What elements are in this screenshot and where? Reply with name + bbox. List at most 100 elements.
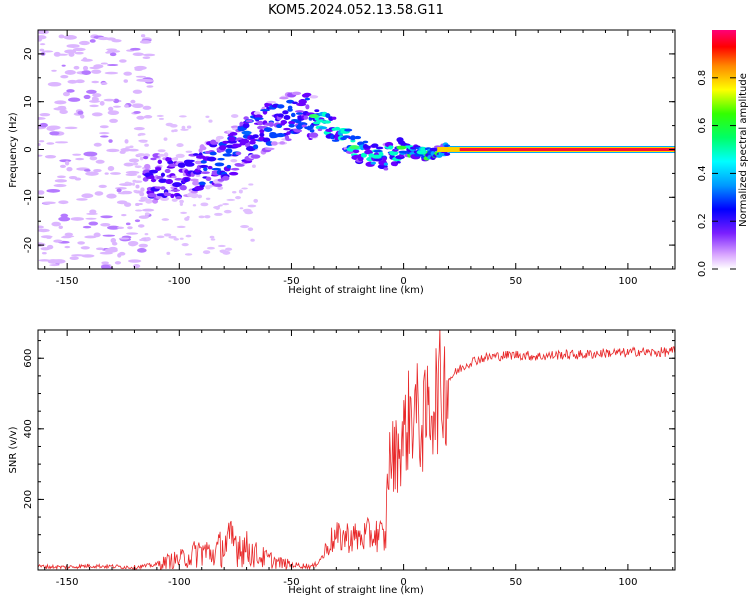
- spectrogram-noise-blob: [107, 165, 115, 171]
- colorbar-tick-label: 0.4: [697, 165, 708, 181]
- colorbar-ticks: 0.0 0.2 0.4 0.6 0.8: [697, 70, 736, 277]
- spectrogram-ridge-blob: [305, 104, 310, 110]
- spectrogram-ridge-blob: [291, 101, 298, 105]
- spectrogram-noise-blob: [134, 68, 143, 71]
- spectrogram-ridge-blob: [227, 139, 237, 144]
- spectrogram-noise-blob: [205, 115, 210, 118]
- spectrogram-ridge-blob: [325, 113, 331, 119]
- spectrogram-ridge-blob: [222, 175, 230, 181]
- spectrogram-ridge-blob: [314, 109, 320, 113]
- snr-x-label: Height of straight line (km): [288, 585, 424, 596]
- spectrogram-ridge-blob: [205, 176, 212, 182]
- spectrogram-xtick-label: 0: [400, 276, 406, 287]
- spectrogram-noise-blob: [185, 150, 193, 153]
- spectrogram-noise-blob: [240, 224, 250, 229]
- spectrogram-ridge-blob: [334, 126, 341, 131]
- spectrogram-noise-blob: [128, 148, 139, 152]
- spectrogram-noise-blob: [157, 149, 166, 153]
- colorbar-tick-label: 0.2: [697, 213, 708, 229]
- spectrogram-noise-blob: [89, 156, 98, 161]
- spectrogram-noise-blob: [114, 261, 122, 265]
- spectrogram-noise-blob: [39, 112, 51, 117]
- spectrogram-noise-blob: [135, 209, 143, 212]
- spectrogram-ridge-blob: [249, 140, 256, 145]
- spectrogram-noise-blob: [128, 259, 142, 263]
- spectrogram-noise-blob: [38, 225, 44, 229]
- spectrogram-noise-blob: [111, 241, 118, 246]
- spectrogram-ridge-blob: [159, 196, 170, 202]
- spectrogram-noise-blob: [219, 204, 223, 207]
- spectrogram-noise-blob: [100, 62, 108, 65]
- spectrogram-ridge-blob: [309, 132, 319, 138]
- spectrogram-ridge-blob: [313, 121, 321, 125]
- spectrogram-noise-blob: [56, 53, 69, 56]
- spectrogram-ridge-blob: [147, 193, 157, 198]
- spectrogram-noise-blob: [89, 209, 97, 215]
- spectrogram-ridge-blob: [158, 178, 168, 183]
- spectrogram-noise-blob: [131, 182, 136, 186]
- spectrogram-noise-blob: [101, 261, 109, 265]
- spectrogram-ridge-blob: [349, 135, 356, 141]
- spectrogram-noise-blob: [232, 191, 237, 194]
- spectrogram-noise-blob: [38, 242, 46, 247]
- spectrogram-noise-blob: [47, 259, 60, 264]
- spectrogram-noise-blob: [99, 100, 105, 106]
- spectrogram-noise-blob: [39, 122, 48, 128]
- spectrogram-noise-blob: [59, 109, 68, 114]
- spectrogram-noise-blob: [140, 34, 146, 38]
- spectrogram-noise-blob: [106, 148, 120, 153]
- spectrogram-ridge-blob: [215, 137, 221, 143]
- spectrogram-ridge-blob: [156, 175, 164, 180]
- spectrogram-noise-blob: [67, 79, 78, 84]
- colorbar-tick-label: 0.6: [697, 118, 708, 134]
- spectrogram-ridge-blob: [352, 149, 360, 154]
- spectrogram-noise-blob: [107, 225, 120, 230]
- spectrogram-noise-blob: [106, 37, 116, 41]
- spectrogram-noise-blob: [89, 39, 96, 43]
- spectrogram-noise-blob: [59, 159, 72, 163]
- spectrogram-ridge-blob: [260, 108, 270, 112]
- spectrogram-noise-blob: [223, 209, 232, 214]
- spectrogram-noise-blob: [208, 119, 213, 123]
- spectrogram-ridge-blob: [283, 127, 291, 131]
- snr-xtick-label: -100: [168, 577, 191, 588]
- spectrogram-noise-blob: [89, 66, 101, 70]
- spectrogram-ridge-blob: [171, 175, 177, 179]
- spectrogram-ridge-blob: [295, 112, 304, 115]
- spectrogram-carrier-line: [459, 148, 675, 151]
- spectrogram-ridge-blob: [175, 196, 182, 200]
- spectrogram-noise-blob: [103, 98, 115, 102]
- spectrogram-noise-blob: [40, 235, 53, 239]
- spectrogram-noise-blob: [144, 212, 150, 216]
- spectrogram-ridge-blob: [344, 128, 353, 132]
- spectrogram-noise-blob: [133, 189, 138, 193]
- spectrogram-noise-blob: [137, 175, 142, 179]
- spectrogram-noise-blob: [144, 143, 149, 147]
- spectrogram-noise-blob: [95, 159, 105, 164]
- spectrogram-noise-blob: [98, 132, 110, 135]
- spectrogram-peak-blob: [349, 145, 360, 150]
- spectrogram-ridge-blob: [149, 169, 159, 174]
- spectrogram-noise-blob: [138, 215, 150, 219]
- spectrogram-noise-blob: [198, 215, 205, 219]
- spectrogram-noise-blob: [253, 198, 259, 203]
- spectrogram-ridge-blob: [309, 129, 315, 133]
- spectrogram-noise-blob: [163, 137, 168, 141]
- spectrogram-ridge-blob: [150, 157, 157, 161]
- spectrogram-noise-blob: [128, 158, 140, 163]
- spectrogram-noise-blob: [89, 104, 99, 108]
- spectrogram-ridge-blob: [250, 138, 258, 142]
- spectrogram-noise-blob: [94, 191, 104, 196]
- spectrogram-ytick-label: -10: [23, 189, 34, 205]
- spectrogram-noise-blob: [206, 246, 216, 250]
- spectrogram-noise-blob: [219, 249, 225, 252]
- spectrogram-ridge-blob: [282, 110, 289, 115]
- spectrogram-noise-blob: [134, 219, 141, 223]
- spectrogram-noise-blob: [60, 213, 69, 218]
- spectrogram-ridge-blob: [301, 124, 307, 128]
- spectrogram-ridge-blob: [293, 129, 303, 133]
- spectrogram-xtick-label: -50: [283, 276, 299, 287]
- spectrogram-ridge-blob: [257, 120, 264, 126]
- spectrogram-noise-blob: [64, 232, 73, 237]
